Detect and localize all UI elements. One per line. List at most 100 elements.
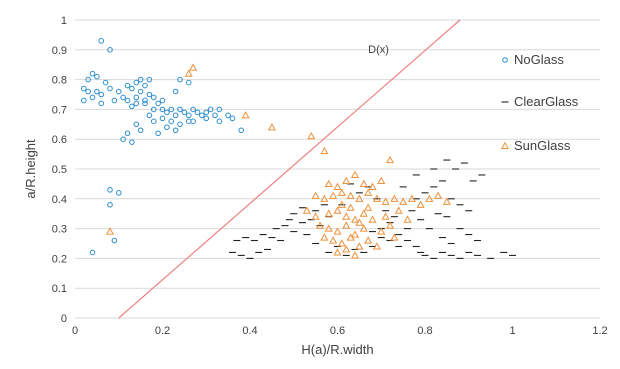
- data-point: [333, 248, 342, 256]
- legend-item-clearglass: ClearGlass: [501, 94, 579, 109]
- data-point: [120, 94, 126, 101]
- data-point: [337, 188, 346, 196]
- data-point: [364, 236, 373, 244]
- y-tick-label: 0: [61, 313, 67, 325]
- data-point: [102, 79, 109, 86]
- y-tick-label: 0.2: [52, 253, 67, 265]
- data-point: [359, 209, 368, 217]
- series-clearglass: [229, 159, 516, 259]
- line-annotation-label: D(x): [368, 44, 389, 56]
- data-point: [155, 100, 161, 107]
- x-tick-label: 0: [72, 325, 78, 337]
- data-point: [133, 94, 140, 101]
- data-point: [124, 130, 131, 137]
- data-point: [181, 109, 188, 116]
- y-tick-label: 0.1: [52, 283, 67, 295]
- x-tick-label: 1: [509, 325, 515, 337]
- series-sunglass: [105, 63, 451, 259]
- data-point: [320, 194, 329, 202]
- data-point: [434, 191, 443, 199]
- data-point: [320, 233, 329, 241]
- y-axis: 0 0.1 0.2 0.3 0.4 0.5 0.6 0.7 0.8 0.9 1: [52, 15, 67, 325]
- data-point: [416, 200, 425, 208]
- data-point: [177, 121, 183, 128]
- data-point: [107, 47, 113, 53]
- data-point: [324, 224, 333, 232]
- data-point: [146, 112, 153, 119]
- data-point: [311, 212, 320, 220]
- data-point: [324, 209, 333, 217]
- data-point: [159, 106, 166, 113]
- data-point: [98, 100, 105, 107]
- data-point: [329, 236, 338, 244]
- data-point: [350, 170, 360, 179]
- data-point: [124, 82, 131, 89]
- data-point: [207, 106, 214, 113]
- reference-line: [118, 19, 461, 319]
- data-point: [238, 127, 245, 134]
- data-point: [89, 94, 96, 101]
- data-point: [120, 136, 126, 142]
- data-point: [346, 191, 355, 199]
- data-point: [150, 106, 157, 113]
- data-point: [185, 79, 192, 86]
- data-point: [333, 182, 342, 190]
- data-point: [385, 221, 395, 229]
- data-point: [159, 97, 166, 104]
- data-point: [146, 91, 153, 98]
- y-axis-title: a/R.height: [23, 139, 38, 199]
- x-tick-label: 0.4: [242, 325, 257, 337]
- y-tick-label: 0.4: [52, 194, 67, 206]
- data-point: [225, 112, 231, 119]
- data-point: [372, 242, 381, 250]
- data-point: [89, 249, 96, 256]
- data-point: [425, 194, 434, 202]
- data-point: [372, 194, 381, 202]
- data-point: [150, 118, 157, 125]
- data-point: [133, 79, 140, 86]
- y-tick-label: 1: [61, 15, 67, 27]
- data-point: [390, 233, 399, 241]
- legend-marker: [500, 141, 510, 150]
- data-point: [105, 227, 115, 235]
- data-point: [129, 103, 135, 110]
- data-point: [203, 109, 210, 116]
- data-point: [98, 91, 105, 98]
- data-point: [216, 106, 223, 113]
- data-point: [333, 227, 342, 235]
- data-point: [350, 251, 360, 259]
- data-point: [342, 221, 351, 229]
- x-tick-label: 0.2: [155, 325, 170, 337]
- data-point: [229, 115, 236, 122]
- data-point: [320, 146, 329, 155]
- legend: NoGlass ClearGlass SunGlass: [500, 52, 579, 153]
- data-point: [377, 176, 386, 184]
- data-point: [359, 179, 368, 187]
- series-noglass: [80, 38, 245, 256]
- data-point: [199, 112, 205, 119]
- legend-item-sunglass: SunGlass: [500, 138, 571, 153]
- data-point: [115, 88, 122, 95]
- data-point: [364, 188, 373, 196]
- data-point: [190, 106, 196, 113]
- data-point: [355, 218, 364, 226]
- data-point: [324, 179, 333, 187]
- data-point: [403, 215, 412, 223]
- data-point: [355, 242, 364, 250]
- data-point: [177, 106, 183, 113]
- data-point: [346, 203, 355, 211]
- data-point: [267, 123, 276, 131]
- data-point: [329, 191, 338, 199]
- data-point: [350, 215, 360, 223]
- data-point: [315, 221, 325, 229]
- data-point: [302, 206, 311, 214]
- data-point: [172, 112, 179, 119]
- data-point: [137, 88, 144, 95]
- data-point: [355, 194, 364, 202]
- data-point: [115, 190, 122, 196]
- y-tick-label: 0.7: [52, 104, 67, 116]
- data-point: [359, 224, 368, 232]
- data-point: [190, 118, 196, 125]
